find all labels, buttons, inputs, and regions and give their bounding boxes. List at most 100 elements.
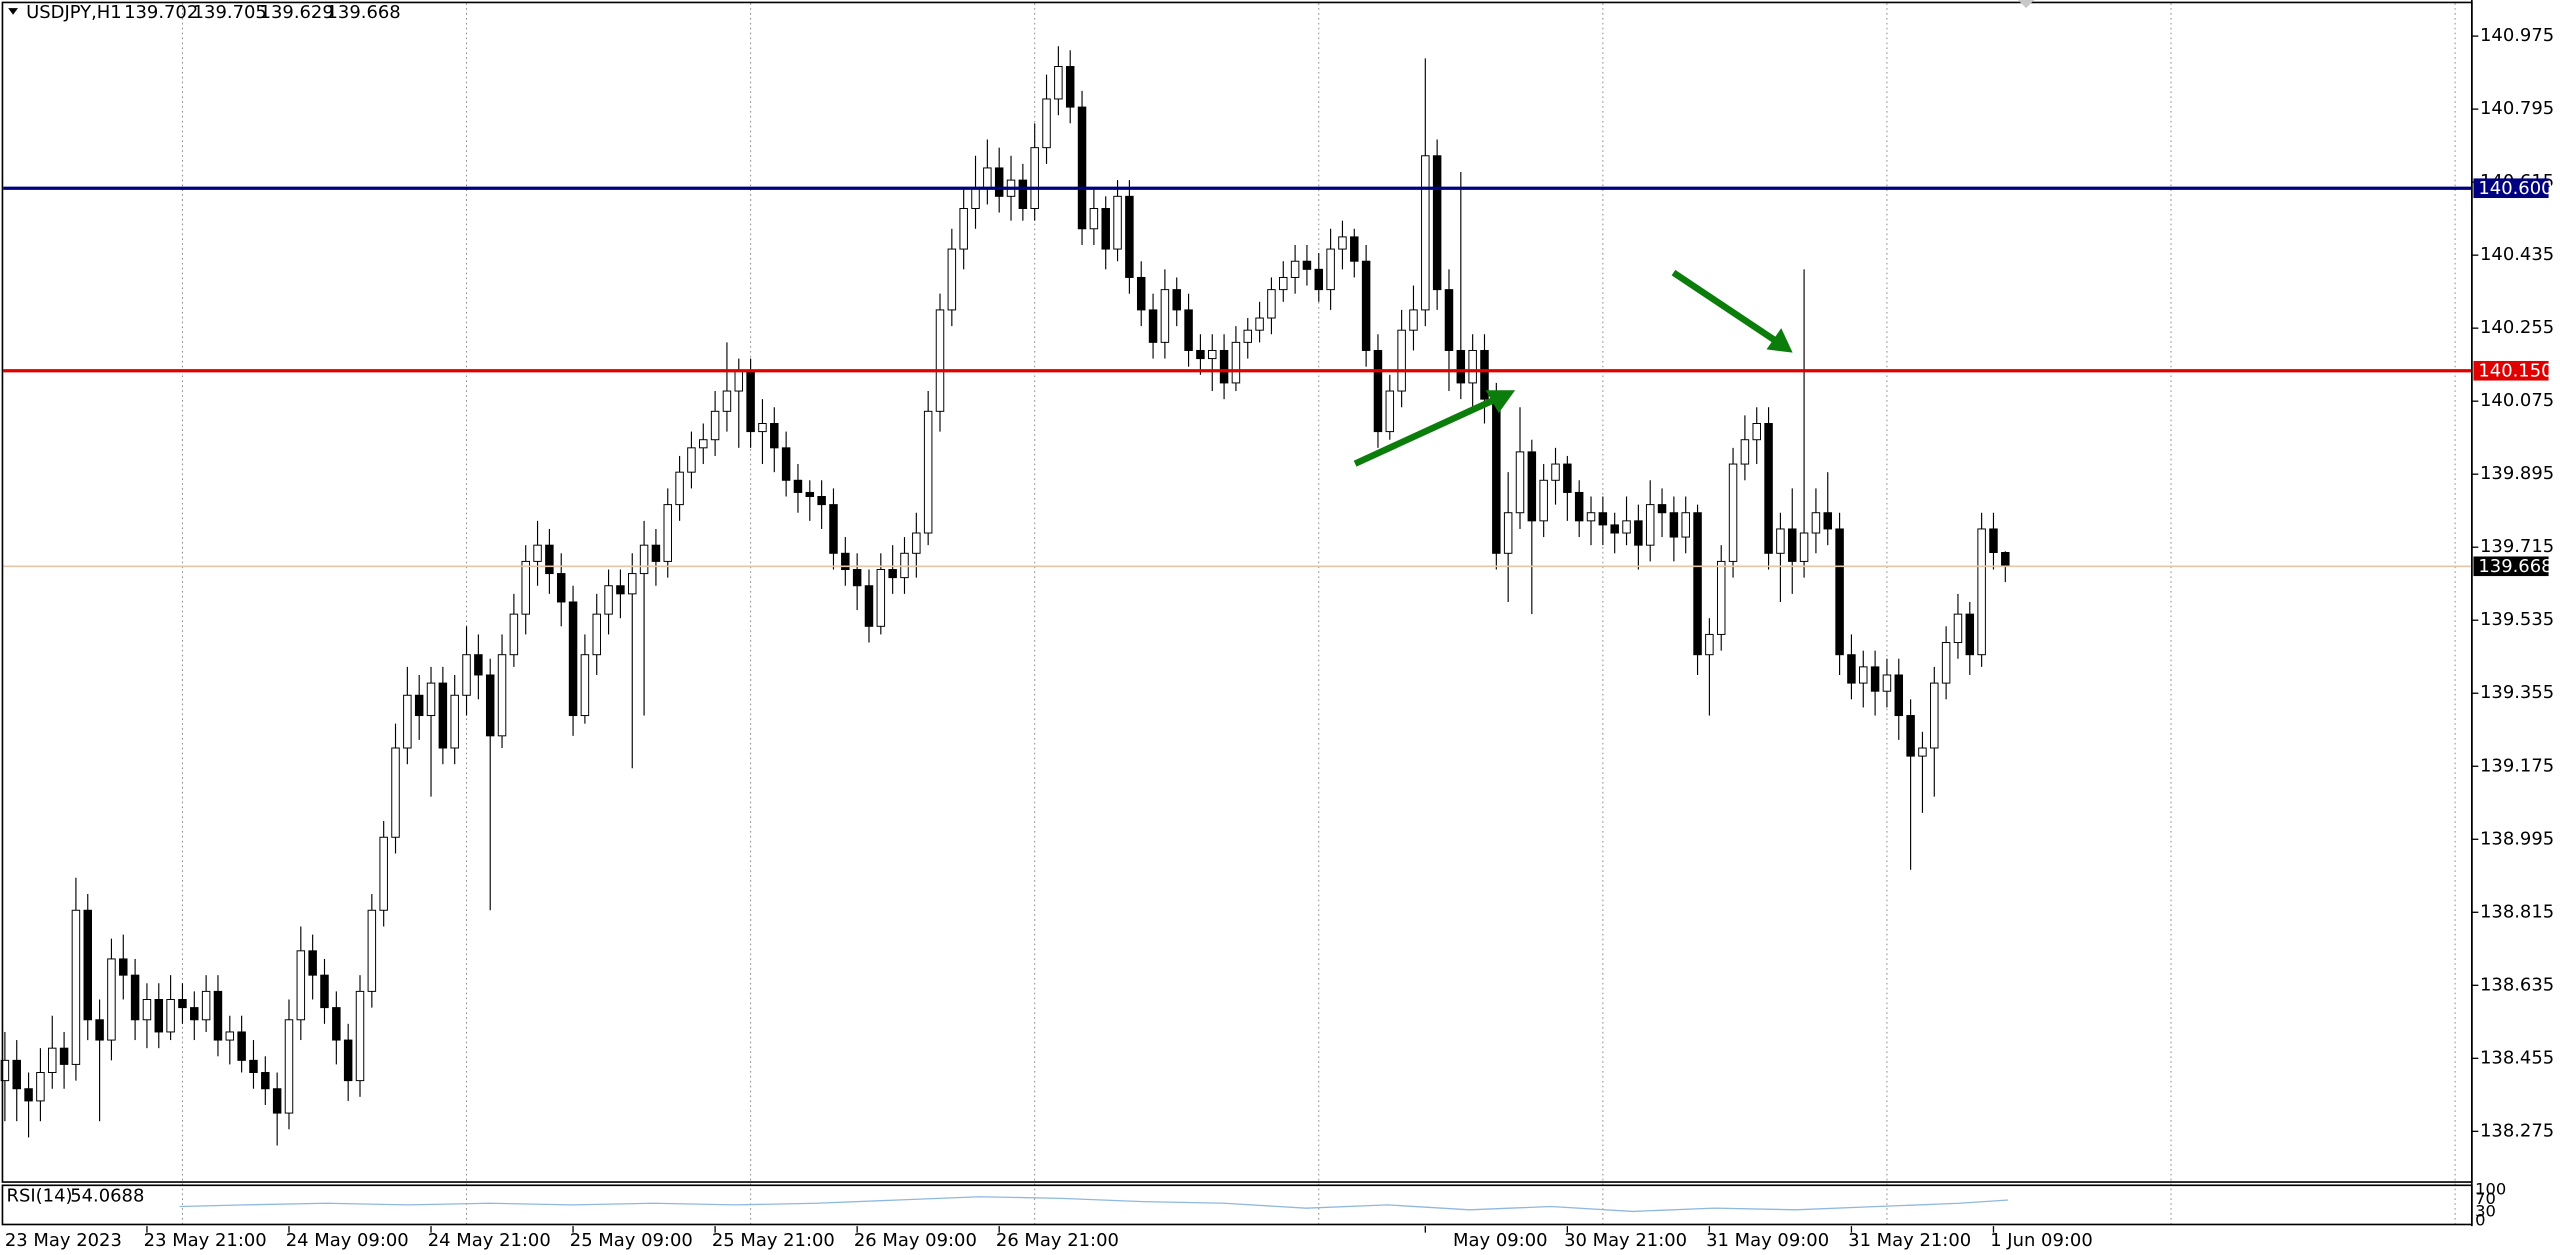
candle-body	[343, 1039, 353, 1082]
candle-body	[1290, 260, 1300, 278]
arrow-head	[1485, 390, 1516, 414]
candle-body	[474, 654, 483, 676]
candle-body	[746, 370, 755, 433]
candle-body	[876, 569, 886, 627]
candle-body	[1492, 398, 1501, 554]
ohlc-high: 139.705	[193, 2, 267, 23]
candle-body	[699, 439, 708, 449]
rsi-tick-label: 30	[2475, 1201, 2496, 1220]
candle-body	[1113, 195, 1122, 250]
candle-body	[592, 613, 601, 656]
candle-body	[568, 601, 578, 717]
candle-body	[1279, 276, 1288, 291]
y-tick-label: 139.355	[2480, 682, 2554, 703]
candle-body	[864, 585, 874, 627]
candle-body	[142, 999, 152, 1021]
candle-body	[1267, 289, 1276, 319]
arrow-head	[1766, 328, 1793, 353]
candle-body	[332, 1007, 341, 1041]
overlays	[3, 186, 2472, 568]
candle-body	[438, 682, 448, 749]
x-tick-label: 1 Jun 09:00	[1990, 1230, 2093, 1251]
candle-body	[1894, 674, 1904, 717]
y-tick-label: 139.175	[2480, 755, 2554, 776]
candle-body	[178, 999, 187, 1009]
y-tick-label: 139.895	[2480, 463, 2554, 484]
y-tick-label: 140.795	[2480, 98, 2554, 119]
ohlc-close: 139.668	[327, 2, 401, 23]
symbol: USDJPY,H1	[26, 2, 122, 23]
candle-body	[1563, 463, 1572, 493]
candle-body	[959, 208, 968, 250]
candle-body	[817, 496, 826, 506]
candle-body	[201, 990, 211, 1021]
candle-body	[1811, 512, 1821, 534]
candle-body	[1480, 349, 1489, 400]
candle-body	[1172, 289, 1181, 311]
candle-body	[1953, 613, 1963, 644]
candle-body	[1030, 147, 1039, 209]
arrow	[1671, 269, 1779, 344]
arrow	[1353, 397, 1496, 467]
candle-body	[1740, 439, 1750, 465]
candle-body	[272, 1088, 282, 1114]
candle-body	[1326, 248, 1335, 291]
candle-body	[1432, 155, 1442, 291]
candle-body	[320, 974, 329, 1009]
x-tick-label: 31 May 21:00	[1848, 1230, 1971, 1251]
candle-body	[36, 1072, 45, 1102]
x-tick-label: 31 May 09:00	[1706, 1230, 1829, 1251]
candle-body	[1787, 528, 1797, 562]
candle-body	[237, 1031, 246, 1061]
candle-body	[391, 747, 400, 838]
candle-body	[1136, 276, 1146, 311]
candle-body	[1693, 512, 1702, 656]
candle-body	[1231, 341, 1241, 384]
candle-body	[1503, 512, 1513, 554]
candle-body	[1539, 479, 1548, 522]
candle-body	[1219, 349, 1229, 384]
candle-body	[485, 674, 495, 737]
candle-body	[1965, 613, 1975, 656]
candle-body	[1077, 106, 1087, 230]
candle-body	[639, 544, 649, 575]
candle-body	[1125, 195, 1134, 278]
x-tick-label: 23 May 21:00	[144, 1230, 267, 1251]
candle-body	[1918, 747, 1927, 757]
candle-body	[781, 447, 791, 481]
candle-body	[1752, 422, 1761, 441]
candle-body	[971, 187, 980, 209]
y-tick-label: 138.995	[2480, 828, 2554, 849]
candle-body	[888, 569, 897, 579]
candle-body	[1385, 390, 1395, 433]
candle-body	[1018, 179, 1028, 209]
y-tick-label: 138.275	[2480, 1120, 2554, 1141]
candle-body	[426, 682, 436, 717]
candle-body	[604, 585, 613, 615]
candle-body	[1515, 451, 1525, 514]
y-tick-label: 140.435	[2480, 244, 2554, 265]
candle-body	[1764, 422, 1773, 554]
price-axis: 140.975140.795140.615140.435140.255140.0…	[2471, 0, 2554, 1230]
candle-body	[758, 422, 767, 433]
candle-body	[983, 167, 992, 189]
candle-body	[734, 370, 744, 392]
candle-body	[367, 909, 377, 992]
candle-body	[1314, 268, 1324, 291]
annotations	[1353, 0, 2035, 467]
x-tick-label: 24 May 21:00	[428, 1230, 551, 1251]
candle-body	[1042, 98, 1051, 149]
candle-body	[935, 309, 945, 412]
candle-body	[213, 990, 223, 1041]
candle-body	[556, 573, 566, 603]
candle-body	[1101, 208, 1110, 250]
time-axis: 23 May 2023 23 May 21:00 24 May 09:00 24 Ma…	[5, 1226, 2093, 1251]
x-tick-label: 26 May 09:00	[854, 1230, 977, 1251]
x-tick-label: 24 May 09:00	[286, 1230, 409, 1251]
candle-body	[545, 544, 554, 575]
candle-body	[1586, 512, 1596, 522]
candle-body	[12, 1059, 21, 1090]
ohlc-low: 139.629	[260, 2, 334, 23]
candle-body	[1148, 309, 1158, 343]
candle-body	[710, 410, 720, 441]
